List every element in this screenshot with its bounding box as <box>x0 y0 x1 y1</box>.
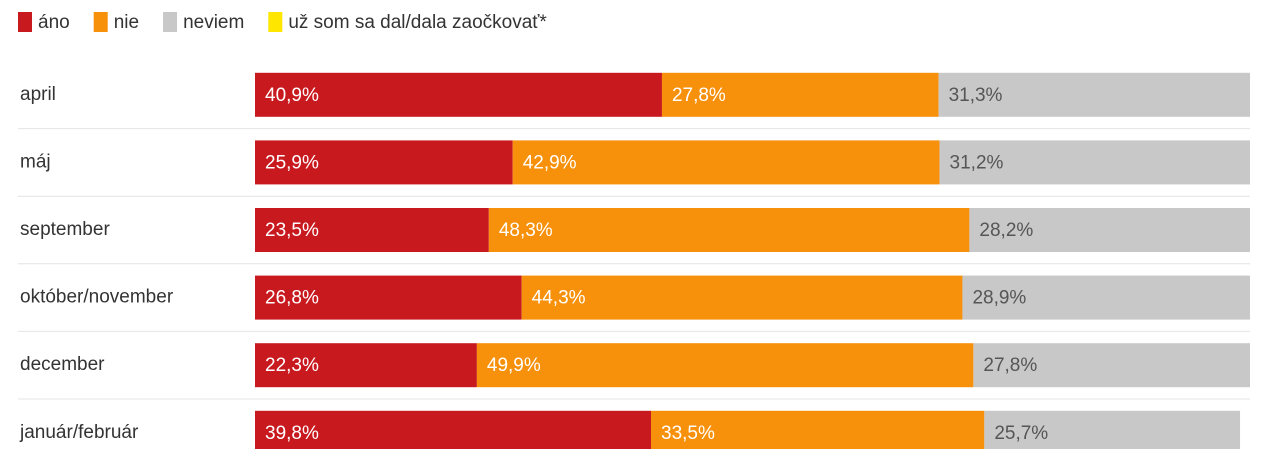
category-label: máj <box>20 151 51 172</box>
value-label: 28,9% <box>972 288 1026 309</box>
bar-segment <box>962 275 1250 320</box>
value-label: 26,8% <box>265 288 319 309</box>
value-label: 33,5% <box>661 423 715 444</box>
bar-segment <box>255 208 489 252</box>
bar-segment <box>255 343 477 388</box>
bar-segment <box>973 343 1250 388</box>
category-label: april <box>20 84 56 105</box>
category-label: december <box>20 354 105 375</box>
value-label: 22,3% <box>265 355 319 376</box>
value-label: 25,7% <box>994 423 1048 444</box>
bar-segment <box>969 208 1250 252</box>
bar-segment <box>476 343 974 388</box>
category-label: september <box>20 219 110 240</box>
bar-segment <box>938 72 1250 117</box>
category-label: január/február <box>19 422 139 443</box>
bar-segment <box>512 140 940 185</box>
legend-swatch <box>18 12 32 32</box>
bar-segment <box>255 410 652 449</box>
value-label: 39,8% <box>265 423 319 444</box>
category-label: október/november <box>20 287 174 308</box>
bar-segment <box>984 410 1241 449</box>
value-label: 25,9% <box>265 152 319 173</box>
bar-segment <box>651 410 985 449</box>
value-label: 27,8% <box>983 355 1037 376</box>
value-label: 40,9% <box>265 85 319 106</box>
value-label: 44,3% <box>532 288 586 309</box>
bar-segment <box>488 208 970 252</box>
legend-swatch <box>93 12 108 32</box>
bar-segment <box>255 140 513 185</box>
bar-segment <box>255 275 522 320</box>
value-label: 23,5% <box>265 220 319 241</box>
value-label: 27,8% <box>672 85 726 106</box>
legend-label: už som sa dal/dala zaočkovať* <box>288 12 547 33</box>
legend-swatch <box>163 12 178 32</box>
legend-swatch <box>268 12 283 32</box>
value-label: 31,3% <box>949 85 1003 106</box>
value-label: 42,9% <box>523 152 577 173</box>
bar-segment <box>939 140 1250 185</box>
value-label: 28,2% <box>979 220 1033 241</box>
legend-label: áno <box>38 12 70 33</box>
bar-segment <box>521 275 963 320</box>
value-label: 49,9% <box>487 355 541 376</box>
value-label: 48,3% <box>499 220 553 241</box>
legend-label: nie <box>114 12 139 33</box>
value-label: 31,2% <box>950 152 1004 173</box>
legend-label: neviem <box>183 12 244 33</box>
bar-segment <box>255 72 662 117</box>
bar-segment <box>661 72 939 117</box>
